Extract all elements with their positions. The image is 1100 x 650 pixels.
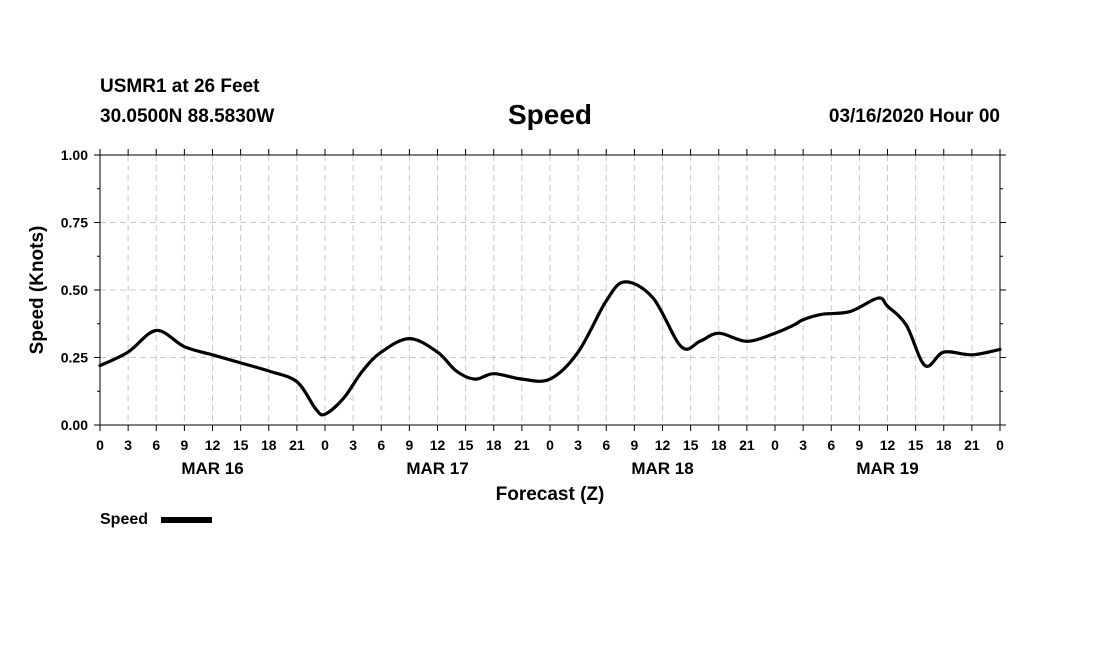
legend-label: Speed <box>100 511 148 528</box>
y-tick-label: 0.00 <box>61 417 88 433</box>
x-tick-label: 0 <box>546 437 554 453</box>
x-tick-label: 12 <box>655 437 671 453</box>
x-tick-label: 9 <box>180 437 188 453</box>
day-label: MAR 16 <box>181 459 243 478</box>
x-tick-label: 9 <box>855 437 863 453</box>
x-tick-label: 21 <box>514 437 530 453</box>
station-label: USMR1 at 26 Feet <box>100 76 260 97</box>
x-tick-labels: 0 3 6 9 12 15 18 21 0 3 6 9 12 15 18 21 0 3 6 9 12 15 18 21 0 3 6 9… <box>96 437 1004 453</box>
day-label: MAR 19 <box>856 459 918 478</box>
x-tick-label: 9 <box>405 437 413 453</box>
x-tick-label: 21 <box>289 437 305 453</box>
x-tick-label: 21 <box>964 437 980 453</box>
x-tick-label: 15 <box>458 437 474 453</box>
x-tick-label: 6 <box>152 437 160 453</box>
x-tick-label: 18 <box>486 437 502 453</box>
x-tick-label: 3 <box>799 437 807 453</box>
x-tick-label: 3 <box>574 437 582 453</box>
day-label: MAR 18 <box>631 459 693 478</box>
x-tick-label: 3 <box>124 437 132 453</box>
x-axis-title: Forecast (Z) <box>496 484 605 505</box>
day-labels: MAR 16 MAR 17 MAR 18 MAR 19 <box>181 459 918 478</box>
x-tick-label: 18 <box>711 437 727 453</box>
x-tick-label: 6 <box>827 437 835 453</box>
x-tick-label: 6 <box>602 437 610 453</box>
x-tick-label: 9 <box>630 437 638 453</box>
x-tick-label: 12 <box>880 437 896 453</box>
grid-lines <box>100 155 1000 425</box>
x-tick-label: 15 <box>908 437 924 453</box>
series-layer <box>98 280 1002 417</box>
x-tick-label: 3 <box>349 437 357 453</box>
x-tick-label: 6 <box>377 437 385 453</box>
x-tick-label: 12 <box>205 437 221 453</box>
y-tick-label: 0.25 <box>61 350 88 366</box>
x-tick-label: 0 <box>996 437 1004 453</box>
x-tick-label: 0 <box>321 437 329 453</box>
x-tick-label: 15 <box>683 437 699 453</box>
x-tick-label: 18 <box>261 437 277 453</box>
coordinates-label: 30.0500N 88.5830W <box>100 106 275 127</box>
x-tick-label: 15 <box>233 437 249 453</box>
axis-ticks <box>94 149 1006 431</box>
y-tick-label: 1.00 <box>61 147 88 163</box>
x-tick-label: 0 <box>96 437 104 453</box>
legend: Speed <box>100 511 212 528</box>
x-tick-label: 12 <box>430 437 446 453</box>
series-line-speed <box>98 280 1002 417</box>
day-label: MAR 17 <box>406 459 468 478</box>
x-tick-label: 18 <box>936 437 952 453</box>
x-tick-label: 21 <box>739 437 755 453</box>
x-tick-label: 0 <box>771 437 779 453</box>
chart-title: Speed <box>507 99 593 130</box>
y-tick-label: 0.75 <box>61 215 88 231</box>
forecast-datetime: 03/16/2020 Hour 00 <box>828 106 1000 127</box>
plot-frame <box>99 154 1001 426</box>
y-tick-label: 0.50 <box>61 282 88 298</box>
y-tick-labels: 0.00 0.25 0.50 0.75 1.00 <box>61 147 88 433</box>
y-axis-title: Speed (Knots) <box>27 226 48 355</box>
